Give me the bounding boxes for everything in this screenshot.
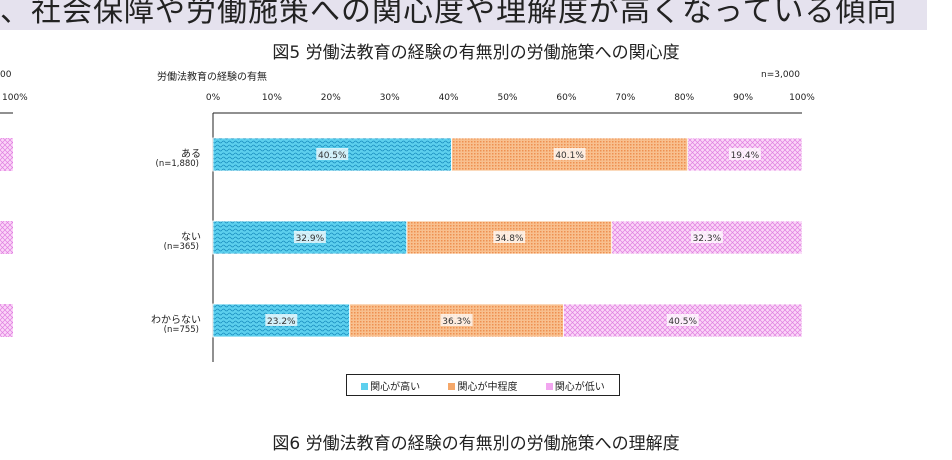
y-axis-title: 労働法教育の経験の有無 — [157, 70, 267, 83]
category-label: わからない — [151, 314, 201, 326]
data-label: 32.3% — [693, 234, 722, 244]
left-partial-bar — [0, 221, 13, 254]
legend-label: 関心が高い — [370, 381, 421, 393]
x-tick-label: 50% — [497, 93, 517, 103]
legend: 関心が高い 関心が中程度 関心が低い — [346, 374, 620, 396]
data-label-bg — [728, 148, 761, 160]
category-label: ある — [181, 148, 201, 160]
left-partial-tick: 100% — [2, 93, 28, 103]
data-label-bg — [440, 314, 473, 326]
x-tick-label: 30% — [380, 93, 400, 103]
header-text: 、社会保障や労働施策への関心度や理解度が高くなっている傾向 — [0, 0, 898, 29]
x-tick-label: 40% — [439, 93, 459, 103]
category-label: ない — [181, 231, 201, 243]
legend-swatch — [448, 383, 456, 390]
data-label-bg — [493, 231, 526, 243]
x-tick-label: 100% — [789, 93, 815, 103]
left-partial-n: 00 — [0, 70, 12, 80]
x-tick-label: 70% — [615, 93, 635, 103]
section-header: 、社会保障や労働施策への関心度や理解度が高くなっている傾向 — [0, 0, 927, 30]
category-n: (n=1,880) — [156, 159, 199, 169]
left-partial-bar — [0, 304, 13, 337]
category-n: (n=755) — [164, 325, 199, 335]
legend-swatch — [545, 383, 553, 390]
x-tick-label: 90% — [733, 93, 753, 103]
data-label-bg — [666, 314, 699, 326]
x-tick-label: 60% — [556, 93, 576, 103]
x-tick-label: 10% — [262, 93, 282, 103]
data-label: 23.2% — [267, 317, 296, 327]
chart-title: 図5 労働法教育の経験の有無別の労働施策への関心度 — [272, 43, 680, 63]
data-label: 36.3% — [442, 317, 471, 327]
legend-item: 関心が高い — [361, 378, 420, 393]
sample-note: n=3,000 — [761, 70, 800, 80]
legend-label: 関心が中程度 — [457, 381, 518, 393]
data-label: 19.4% — [731, 151, 760, 161]
data-label-bg — [316, 148, 349, 160]
left-partial-bar — [0, 138, 13, 171]
data-label: 40.5% — [318, 151, 347, 161]
legend-item: 関心が中程度 — [448, 378, 517, 393]
data-label-bg — [265, 314, 298, 326]
legend-swatch — [361, 383, 369, 390]
data-label-bg — [690, 231, 723, 243]
data-label: 32.9% — [296, 234, 325, 244]
data-label: 40.5% — [668, 317, 697, 327]
next-figure-title: 図6 労働法教育の経験の有無別の労働施策への理解度 — [272, 434, 680, 454]
x-tick-label: 20% — [321, 93, 341, 103]
data-label: 34.8% — [495, 234, 524, 244]
data-label-bg — [293, 231, 326, 243]
x-tick-label: 0% — [206, 93, 221, 103]
legend-item: 関心が低い — [545, 378, 605, 393]
legend-label: 関心が低い — [554, 381, 605, 393]
data-label-bg — [553, 148, 586, 160]
x-tick-label: 80% — [674, 93, 694, 103]
data-label: 40.1% — [555, 151, 584, 161]
category-n: (n=365) — [164, 242, 199, 252]
